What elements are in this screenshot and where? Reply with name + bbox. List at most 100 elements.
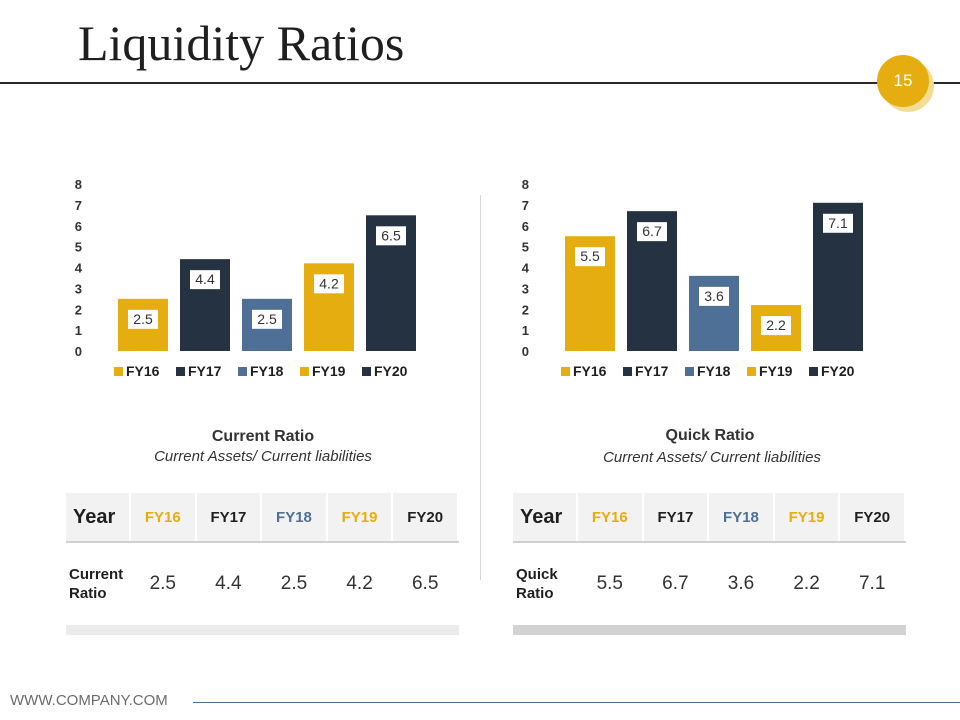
y-tick-label: 5 <box>75 240 82 255</box>
y-tick-label: 2 <box>75 302 82 317</box>
y-tick-label: 7 <box>75 198 82 213</box>
data-label-box <box>761 316 791 336</box>
data-label: 2.2 <box>766 317 786 333</box>
data-label-box <box>128 309 158 329</box>
row-label: Quick Ratio <box>516 566 558 602</box>
footer-url: WWW.COMPANY.COM <box>10 692 168 709</box>
legend-swatch <box>809 367 818 376</box>
quick-ratio-chart: 0 1 2 3 4 5 6 7 8 5.5 6.7 3.6 2.2 7.1 FY16 FY17 FY18 FY19… <box>522 177 863 379</box>
legend-label: FY19 <box>759 363 793 379</box>
legend-swatch <box>747 367 756 376</box>
table-row: Quick Ratio 5.5 6.7 3.6 2.2 7.1 <box>513 542 905 625</box>
table-row: Current Ratio 2.5 4.4 2.5 4.2 6.5 <box>66 542 458 625</box>
data-label-box <box>252 309 282 329</box>
y-tick-label: 6 <box>522 219 529 234</box>
legend-swatch <box>176 367 185 376</box>
data-label: 5.5 <box>580 248 600 264</box>
quick-ratio-table: Year FY16 FY17 FY18 FY19 FY20 Quick Rati… <box>513 493 906 625</box>
header-cell-fy16: FY16 <box>130 493 197 543</box>
table-cell: 5.5 <box>596 573 623 594</box>
header-cell-fy18: FY18 <box>708 493 775 543</box>
legend-swatch <box>561 367 570 376</box>
legend-swatch <box>114 367 123 376</box>
y-tick-label: 3 <box>75 281 82 296</box>
legend-label: FY17 <box>635 363 669 379</box>
header-cell-fy18: FY18 <box>261 493 328 543</box>
legend-label: FY20 <box>821 363 855 379</box>
y-tick-label: 4 <box>522 261 530 276</box>
y-tick-label: 4 <box>75 261 83 276</box>
legend-swatch <box>623 367 632 376</box>
legend-swatch <box>685 367 694 376</box>
data-label: 2.5 <box>133 311 153 327</box>
data-label-box <box>823 213 853 233</box>
table-cell: 3.6 <box>727 573 755 594</box>
table-cell: 6.5 <box>411 573 439 594</box>
table-footer-bar <box>66 625 459 635</box>
header-cell-fy17: FY17 <box>195 493 263 543</box>
legend-swatch <box>238 367 247 376</box>
y-tick-label: 8 <box>75 177 82 192</box>
data-label: 4.4 <box>195 271 215 287</box>
page-number-badge: 15 <box>877 55 929 107</box>
y-tick-label: 1 <box>75 323 82 338</box>
page-title: Liquidity Ratios <box>78 15 405 71</box>
y-tick-label: 0 <box>522 344 529 359</box>
legend-swatch <box>300 367 309 376</box>
table-cell: 4.4 <box>215 573 242 594</box>
table-cell: 7.1 <box>858 573 886 594</box>
header-cell-year: Year <box>66 493 131 543</box>
header-cell-fy20: FY20 <box>392 493 459 543</box>
legend-label: FY20 <box>374 363 408 379</box>
legend-label: FY16 <box>573 363 607 379</box>
data-label: 7.1 <box>828 215 848 231</box>
row-label: Current Ratio <box>69 566 124 602</box>
y-tick-label: 1 <box>522 323 529 338</box>
title-underline <box>0 82 960 84</box>
current-ratio-table: Year FY16 FY17 FY18 FY19 FY20 Current Ra… <box>66 493 459 625</box>
legend-label: FY19 <box>312 363 346 379</box>
header-cell-year: Year <box>513 493 578 543</box>
quick-ratio-title: Quick Ratio <box>665 427 755 444</box>
data-label-box <box>376 226 406 246</box>
table-cell: 4.2 <box>346 573 373 594</box>
quick-ratio-subtitle: Current Assets/ Current liabilities <box>603 449 821 466</box>
legend-label: FY18 <box>697 363 731 379</box>
header-cell-fy20: FY20 <box>839 493 906 543</box>
legend-label: FY17 <box>188 363 222 379</box>
y-tick-label: 6 <box>75 219 82 234</box>
data-label-box <box>699 286 729 306</box>
legend-label: FY18 <box>250 363 284 379</box>
data-label-box <box>314 274 344 294</box>
y-tick-label: 7 <box>522 198 529 213</box>
table-cell: 2.2 <box>793 573 820 594</box>
y-tick-label: 8 <box>522 177 529 192</box>
y-tick-label: 0 <box>75 344 82 359</box>
current-ratio-title: Current Ratio <box>211 428 315 445</box>
header-cell-fy17: FY17 <box>642 493 710 543</box>
table-cell: 2.5 <box>149 573 176 594</box>
table-header-row: Year FY16 FY17 FY18 FY19 FY20 <box>66 493 459 543</box>
table-header-row: Year FY16 FY17 FY18 FY19 FY20 <box>513 493 906 543</box>
data-label: 3.6 <box>704 288 724 304</box>
current-ratio-subtitle: Current Assets/ Current liabilities <box>154 448 372 465</box>
column-divider <box>480 195 481 580</box>
header-cell-fy19: FY19 <box>773 493 841 543</box>
data-label: 2.5 <box>257 311 277 327</box>
header-cell-fy16: FY16 <box>577 493 644 543</box>
data-label-box <box>637 222 667 242</box>
table-cell: 6.7 <box>662 573 689 594</box>
y-tick-label: 2 <box>522 302 529 317</box>
y-tick-label: 5 <box>522 240 529 255</box>
header-cell-fy19: FY19 <box>326 493 394 543</box>
data-label-box <box>575 247 605 267</box>
legend-swatch <box>362 367 371 376</box>
footer-line <box>193 702 960 703</box>
table-footer-bar <box>513 625 906 635</box>
data-label-box <box>190 270 220 290</box>
data-label: 6.5 <box>381 227 401 243</box>
current-ratio-chart: 0 1 2 3 4 5 6 7 8 2.5 4.4 2.5 4.2 6.5 FY16 FY17 FY18 FY19… <box>75 177 416 379</box>
y-tick-label: 3 <box>522 281 529 296</box>
legend-label: FY16 <box>126 363 160 379</box>
table-cell: 2.5 <box>280 573 308 594</box>
